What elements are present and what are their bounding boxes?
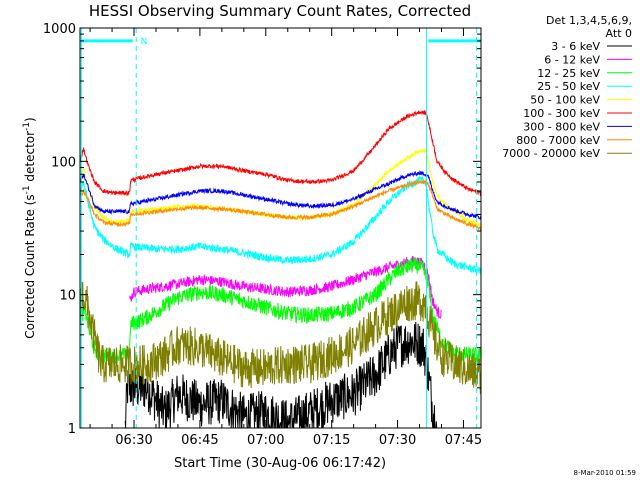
legend-header: Att 0 bbox=[606, 27, 632, 40]
y-axis-label-part: ) bbox=[23, 117, 37, 122]
legend-label: 50 - 100 keV bbox=[530, 94, 600, 107]
overlay-layer: N bbox=[80, 28, 481, 428]
y-tick-label: 10 bbox=[59, 289, 76, 304]
series-line bbox=[79, 178, 482, 231]
y-tick-label: 1000 bbox=[43, 22, 76, 37]
legend-label: 800 - 7000 keV bbox=[516, 134, 600, 147]
legend-label: 12 - 25 keV bbox=[537, 67, 600, 80]
timestamp: 8-Mar-2010 01:59 bbox=[574, 469, 636, 477]
y-axis-label-part: detector bbox=[23, 131, 37, 186]
legend-label: 6 - 12 keV bbox=[544, 53, 600, 66]
axis-layer: 06:30 06:45 07:00 07:15 07:30 07:45 1 10 100 1000 bbox=[43, 22, 482, 448]
chart-title: HESSI Observing Summary Count Rates, Cor… bbox=[89, 2, 471, 20]
y-tick-label: 100 bbox=[51, 155, 76, 170]
series-line bbox=[79, 256, 482, 364]
series-line bbox=[79, 170, 482, 220]
x-tick-label: 07:45 bbox=[445, 433, 482, 448]
legend-label: 300 - 800 keV bbox=[523, 120, 600, 133]
x-axis-label: Start Time (30-Aug-06 06:17:42) bbox=[174, 456, 386, 471]
x-tick-label: 07:15 bbox=[313, 433, 350, 448]
x-tick-label: 06:30 bbox=[115, 433, 152, 448]
legend-label: 3 - 6 keV bbox=[551, 40, 600, 53]
y-axis-label-part: Corrected Count Rate (s bbox=[23, 194, 37, 338]
x-tick-label: 07:30 bbox=[379, 433, 416, 448]
legend-label: 100 - 300 keV bbox=[523, 107, 600, 120]
y-axis-label: Corrected Count Rate (s-1 detector-1) bbox=[22, 117, 37, 338]
legend-header: Det 1,3,4,5,6,9, bbox=[546, 14, 632, 27]
y-tick-label: 1 bbox=[68, 422, 76, 437]
series-line bbox=[79, 175, 482, 275]
y-axis-label-sup: -1 bbox=[22, 122, 32, 131]
plot-frame bbox=[79, 27, 482, 429]
series-line bbox=[79, 281, 482, 395]
legend-label: 7000 - 20000 keV bbox=[502, 147, 600, 160]
x-tick-label: 06:45 bbox=[181, 433, 218, 448]
legend-label: 25 - 50 keV bbox=[537, 80, 600, 93]
x-tick-label: 07:00 bbox=[247, 433, 284, 448]
y-axis-label-sup: -1 bbox=[22, 185, 32, 194]
attenuator-label: N bbox=[141, 37, 148, 47]
series-line bbox=[129, 256, 442, 320]
series-line bbox=[79, 110, 482, 197]
series-layer bbox=[79, 110, 482, 429]
